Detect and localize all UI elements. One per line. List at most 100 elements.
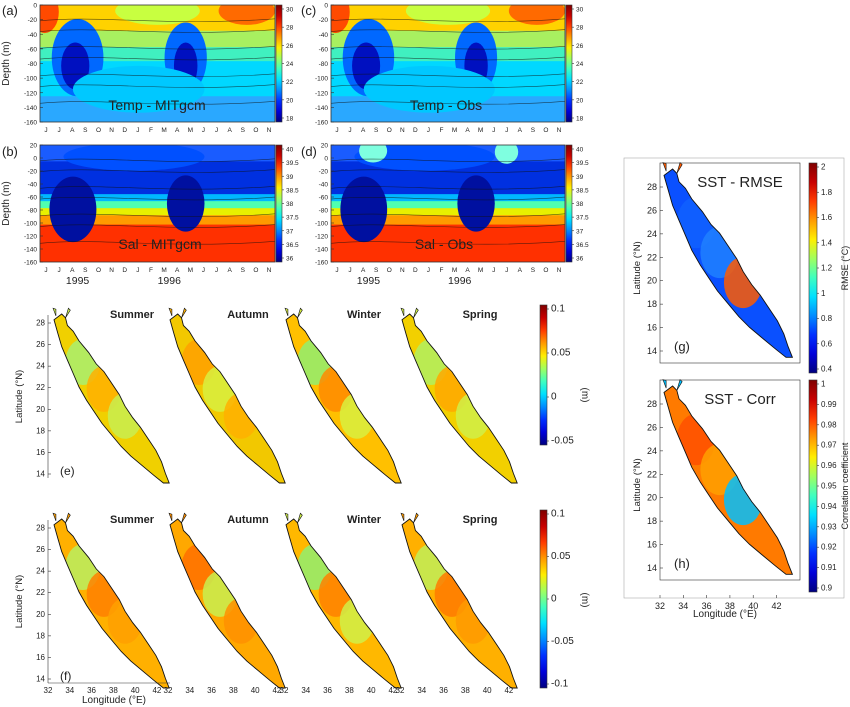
season-label: Autumn bbox=[227, 514, 269, 526]
contour-line bbox=[331, 29, 565, 33]
month-label: S bbox=[241, 127, 246, 134]
y-tick-label: 26 bbox=[36, 545, 45, 554]
y-tick-label: 26 bbox=[647, 422, 657, 432]
x-axis-label: Longitude (°E) bbox=[693, 609, 757, 620]
month-label: J bbox=[136, 127, 139, 134]
season-label: Summer bbox=[110, 309, 155, 321]
month-label: M bbox=[478, 127, 483, 134]
contour-line bbox=[331, 158, 565, 162]
colorbar-tick-label: 0.6 bbox=[821, 339, 833, 348]
y-tick-label: -40 bbox=[28, 32, 38, 39]
x-tick-label: 42 bbox=[504, 686, 513, 695]
month-label: A bbox=[175, 127, 180, 134]
month-label: J bbox=[335, 127, 338, 134]
colorbar-tick-label: 0.4 bbox=[821, 365, 833, 374]
colorbar-ssh-f bbox=[539, 509, 548, 689]
month-label: J bbox=[136, 267, 139, 274]
y-tick-label: 0 bbox=[324, 3, 328, 10]
colorbar-tick-label: 26 bbox=[576, 43, 584, 50]
colorbar-tick-label: 18 bbox=[576, 116, 584, 123]
month-label: S bbox=[83, 127, 88, 134]
halocline-layer bbox=[331, 215, 565, 225]
contour-patch bbox=[166, 175, 205, 232]
month-label: A bbox=[518, 127, 523, 134]
gulf-of-suez bbox=[284, 307, 289, 317]
month-label: M bbox=[161, 127, 166, 134]
x-tick-label: 42 bbox=[272, 686, 281, 695]
contour-patch bbox=[723, 473, 763, 526]
x-tick-label: 34 bbox=[65, 686, 74, 695]
colorbar-tick-label: 38.5 bbox=[576, 187, 589, 194]
contour-patch bbox=[340, 176, 388, 243]
month-label: N bbox=[109, 127, 114, 134]
coastline bbox=[169, 518, 286, 689]
gulf-of-suez bbox=[400, 512, 405, 522]
colorbar-tick-label: 0.91 bbox=[821, 563, 837, 572]
contour-patch bbox=[723, 256, 763, 309]
colorbar-tick-label: 40 bbox=[286, 147, 294, 154]
y-tick-label: 14 bbox=[647, 563, 657, 573]
y-axis-label: Latitude (°N) bbox=[14, 370, 25, 423]
y-axis-label: Depth (m) bbox=[1, 41, 12, 85]
panel-letter: (e) bbox=[60, 464, 75, 478]
hovmoller-field-d bbox=[331, 145, 565, 262]
y-tick-label: -20 bbox=[319, 17, 329, 24]
contour-line bbox=[331, 241, 565, 245]
y-tick-label: 18 bbox=[36, 631, 45, 640]
halocline-layer bbox=[40, 194, 275, 203]
hovmoller-field-a bbox=[40, 5, 275, 122]
month-label: N bbox=[109, 267, 114, 274]
month-label: O bbox=[387, 127, 392, 134]
y-tick-label: -160 bbox=[315, 260, 328, 267]
month-label: M bbox=[188, 127, 193, 134]
month-label: O bbox=[543, 127, 548, 134]
map-e-winter bbox=[284, 307, 402, 484]
contour-line bbox=[40, 213, 275, 217]
y-axis-label: Latitude (°N) bbox=[14, 575, 25, 628]
month-label: J bbox=[427, 127, 430, 134]
gulf-of-suez bbox=[284, 512, 289, 522]
y-tick-label: -100 bbox=[315, 76, 328, 83]
panel-title: Sal - Obs bbox=[415, 236, 473, 252]
contour-patch bbox=[331, 5, 350, 34]
colorbar-tick-label: 36.5 bbox=[576, 242, 589, 249]
panel-letter: (f) bbox=[60, 669, 71, 683]
colorbar-tick-label: 36 bbox=[286, 256, 294, 263]
colorbar-tick-label: 1.4 bbox=[821, 238, 833, 247]
panel-letter: (h) bbox=[674, 556, 690, 571]
y-tick-label: 20 bbox=[36, 405, 45, 414]
season-label: Winter bbox=[347, 514, 382, 526]
month-label: J bbox=[505, 267, 508, 274]
x-tick-label: 32 bbox=[396, 686, 405, 695]
contour-line bbox=[331, 45, 565, 50]
halocline-layer bbox=[40, 215, 275, 225]
colorbar-tick-label: 1 bbox=[821, 289, 826, 298]
month-label: D bbox=[413, 127, 418, 134]
month-label: J bbox=[492, 267, 495, 274]
colorbar-temp-obs bbox=[565, 4, 573, 123]
panel-title: Sal - MITgcm bbox=[118, 236, 201, 252]
y-axis-label: Depth (m) bbox=[1, 181, 12, 225]
colorbar-tick-label: 26 bbox=[286, 43, 294, 50]
month-label: J bbox=[215, 127, 218, 134]
contour-line bbox=[40, 241, 275, 245]
colorbar-tick-label: 0.05 bbox=[551, 551, 571, 562]
month-label: J bbox=[57, 267, 60, 274]
gulf-of-aqaba bbox=[676, 162, 683, 174]
month-label: J bbox=[335, 267, 338, 274]
y-tick-label: -140 bbox=[24, 105, 37, 112]
y-tick-label: 16 bbox=[36, 653, 45, 662]
panel-letter: (c) bbox=[301, 3, 316, 18]
x-tick-label: 34 bbox=[301, 686, 310, 695]
x-tick-label: 42 bbox=[388, 686, 397, 695]
colorbar-tick-label: 18 bbox=[286, 116, 294, 123]
season-label: Autumn bbox=[227, 309, 269, 321]
month-label: A bbox=[465, 267, 470, 274]
colorbar-tick-label: 1.2 bbox=[821, 264, 833, 273]
contour-patch bbox=[40, 5, 59, 34]
y-tick-label: 24 bbox=[36, 362, 45, 371]
y-tick-label: -40 bbox=[319, 182, 329, 189]
y-tick-label: 18 bbox=[36, 426, 45, 435]
y-tick-label: 24 bbox=[647, 229, 657, 239]
x-tick-label: 38 bbox=[229, 686, 238, 695]
